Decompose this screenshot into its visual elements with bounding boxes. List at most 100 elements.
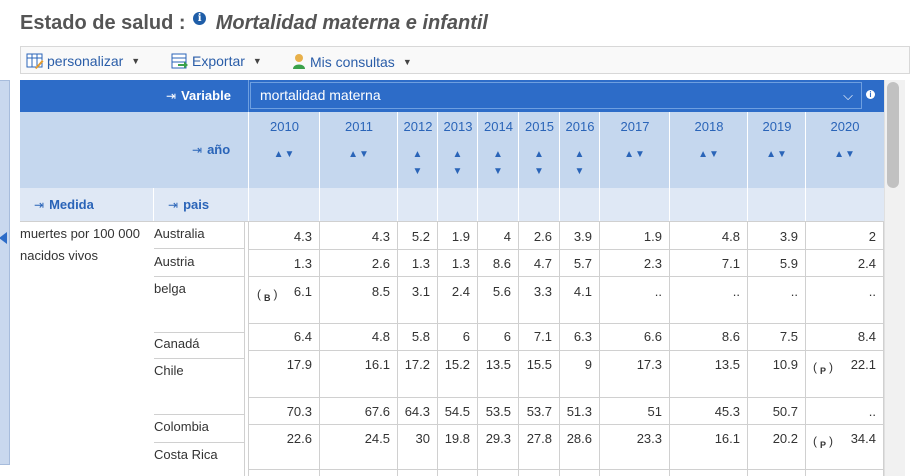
grid-vline — [518, 221, 519, 476]
table-cell: 23.3 — [636, 431, 662, 446]
column-divider — [669, 112, 670, 221]
grid-hline — [154, 332, 244, 333]
sort-icons[interactable]: ▲▼ — [766, 149, 788, 160]
column-divider — [747, 112, 748, 221]
table-cell: 2 — [868, 229, 876, 244]
sort-ascending-icon[interactable]: ▲ — [412, 149, 424, 160]
column-divider — [397, 112, 398, 221]
table-cell: 64.3 — [404, 404, 430, 419]
country-canadá: Canadá — [154, 336, 200, 351]
year-header-2016[interactable]: 2016 — [565, 119, 595, 134]
table-cell: 7.1 — [533, 329, 552, 344]
table-cell: 4.7 — [533, 256, 552, 271]
table-cell: 7.1 — [721, 256, 740, 271]
scrollbar-thumb[interactable] — [887, 82, 899, 188]
table-cell: 4.3 — [371, 229, 390, 244]
year-header-2012[interactable]: 2012 — [403, 119, 433, 134]
my-queries-menu[interactable]: Mis consultas ▼ — [291, 53, 412, 70]
table-cell: 10.9 — [772, 357, 798, 372]
sort-ascending-icon[interactable]: ▲ — [493, 149, 504, 160]
table-cell: 5.2 — [411, 229, 430, 244]
info-icon[interactable]: i — [193, 12, 207, 25]
column-divider — [559, 112, 560, 221]
variable-info-icon[interactable]: i — [866, 90, 875, 99]
year-header-2017[interactable]: 2017 — [620, 119, 650, 134]
table-cell: 16.1 — [364, 357, 390, 372]
table-cell: 45.3 — [714, 404, 740, 419]
sort-descending-icon[interactable]: ▼ — [412, 166, 424, 177]
sort-icons[interactable]: ▲▼ — [348, 149, 370, 160]
divider — [248, 80, 249, 112]
year-header-2013[interactable]: 2013 — [443, 119, 473, 134]
year-dimension-label[interactable]: ⇥ año — [192, 142, 231, 157]
personalize-icon — [26, 53, 44, 69]
export-menu[interactable]: Exportar ▼ — [171, 53, 262, 69]
table-cell: 3.9 — [779, 229, 798, 244]
sort-descending-icon[interactable]: ▼ — [574, 166, 586, 177]
variable-select[interactable]: mortalidad materna ⌵ — [250, 82, 862, 109]
column-divider — [153, 188, 154, 221]
toolbar: personalizar ▼ Exportar ▼ Mis consultas ▼ — [20, 46, 910, 74]
table-cell: 70.3 — [286, 404, 312, 419]
flag-letter: P — [820, 366, 827, 377]
footnote-flag: (B) — [257, 287, 278, 303]
year-header-2020[interactable]: 2020 — [830, 119, 860, 134]
sort-icons[interactable]: ▲▼ — [273, 149, 296, 160]
sort-descending-icon[interactable]: ▼ — [534, 166, 545, 177]
table-cell: 4.3 — [293, 229, 312, 244]
year-header-2015[interactable]: 2015 — [525, 119, 554, 134]
column-divider — [805, 112, 806, 221]
country-colombia: Colombia — [154, 419, 209, 434]
year-header-2011[interactable]: 2011 — [345, 119, 373, 134]
sort-icons[interactable]: ▲▼ — [624, 149, 646, 160]
year-header-2010[interactable]: 2010 — [270, 119, 299, 134]
grid-hline — [249, 424, 884, 425]
variable-dimension-label[interactable]: ⇥ Variable — [166, 88, 231, 103]
table-cell: 1.3 — [451, 256, 470, 271]
table-cell: 6.4 — [293, 329, 312, 344]
table-cell: 7.5 — [779, 329, 798, 344]
year-header-2014[interactable]: 2014 — [484, 119, 513, 134]
sort-ascending-icon[interactable]: ▲ — [452, 149, 464, 160]
measure-dimension-label[interactable]: ⇥ Medida — [34, 197, 94, 212]
table-cell: 13.5 — [714, 357, 740, 372]
table-cell: 4.1 — [573, 284, 592, 299]
table-cell: 53.5 — [485, 404, 511, 419]
table-cell: 50.7 — [772, 404, 798, 419]
export-icon — [171, 53, 188, 69]
sort-icons[interactable]: ▲▼ — [698, 149, 720, 160]
chevron-down-icon: ▼ — [131, 56, 141, 66]
table-cell: 2.3 — [643, 256, 662, 271]
grid-vline — [883, 221, 884, 476]
user-icon — [293, 54, 305, 69]
table-cell: 2.4 — [857, 256, 876, 271]
chevron-down-icon: ▼ — [402, 57, 412, 67]
sort-descending-icon[interactable]: ▼ — [452, 166, 464, 177]
table-cell: 6.3 — [573, 329, 592, 344]
flag-open: ( — [257, 287, 261, 301]
variable-select-value: mortalidad materna — [260, 87, 381, 103]
sort-icons[interactable]: ▲▼ — [834, 149, 856, 160]
table-cell: 8.6 — [492, 256, 511, 271]
table-cell: 13.5 — [485, 357, 511, 372]
sort-ascending-icon[interactable]: ▲ — [534, 149, 545, 160]
country-belga: belga — [154, 281, 186, 296]
table-cell: 1.3 — [293, 256, 312, 271]
flag-letter: P — [820, 440, 827, 451]
table-cell: 6.6 — [643, 329, 662, 344]
country-dimension-label[interactable]: ⇥ pais — [168, 197, 210, 212]
column-divider — [437, 112, 438, 221]
table-cell: 8.6 — [721, 329, 740, 344]
pin-icon: ⇥ — [168, 198, 179, 212]
grid-vline — [397, 221, 398, 476]
side-panel-toggle[interactable] — [0, 80, 10, 465]
country-australia: Australia — [154, 226, 205, 241]
table-cell: .. — [732, 284, 740, 299]
sort-ascending-icon[interactable]: ▲ — [574, 149, 586, 160]
sort-descending-icon[interactable]: ▼ — [493, 166, 504, 177]
personalize-menu[interactable]: personalizar ▼ — [26, 53, 140, 69]
year-header-2018[interactable]: 2018 — [694, 119, 724, 134]
table-cell: 51.3 — [566, 404, 592, 419]
year-header-2019[interactable]: 2019 — [762, 119, 792, 134]
chevron-down-icon: ▼ — [252, 56, 262, 66]
